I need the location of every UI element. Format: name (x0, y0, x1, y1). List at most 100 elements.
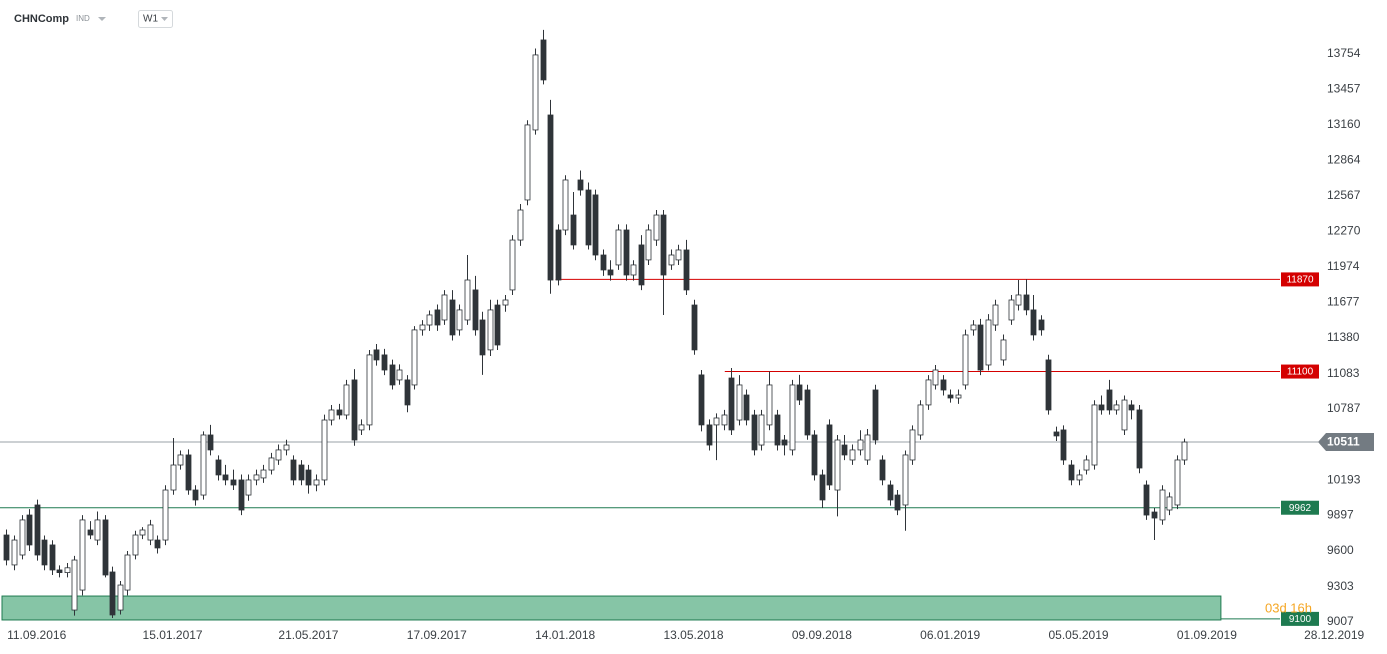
candle-body (109, 571, 116, 616)
candle-body (909, 429, 916, 461)
candle-body (902, 454, 909, 506)
candle-body (940, 379, 947, 391)
candle-body (154, 539, 161, 549)
timeframe-caret (161, 17, 168, 21)
candle-body (305, 469, 312, 486)
y-tick-label: 9007 (1327, 614, 1354, 628)
candle-body (26, 514, 33, 546)
timeframe-select[interactable] (138, 10, 173, 28)
candle-body (524, 124, 531, 201)
candle-body (917, 404, 924, 436)
candle-body (366, 354, 373, 426)
candle-body (540, 39, 547, 81)
level-tag-label: 9962 (1289, 503, 1312, 514)
candle-body (1091, 404, 1098, 466)
candle-body (1008, 299, 1015, 321)
symbol: CHNComp (14, 13, 69, 25)
candle-body (736, 384, 743, 421)
candle-body (955, 394, 962, 399)
candle-body (298, 464, 305, 481)
market-caret[interactable] (98, 17, 106, 21)
y-tick-label: 13160 (1327, 117, 1361, 131)
candle-body (577, 179, 584, 191)
candle-body (502, 299, 509, 306)
candle-body (260, 469, 267, 479)
candle-body (555, 229, 562, 281)
candle-body (887, 484, 894, 501)
y-tick-label: 12567 (1327, 188, 1361, 202)
x-tick-label: 14.01.2018 (535, 628, 595, 642)
candle-body (56, 569, 63, 573)
candle-body (162, 489, 169, 541)
x-tick-label: 11.09.2016 (7, 628, 66, 642)
level-tag-label: 11100 (1287, 367, 1314, 378)
candle-body (404, 379, 411, 406)
candle-body (1038, 319, 1045, 331)
level-tag (1281, 272, 1319, 287)
y-tick-label: 12270 (1327, 224, 1361, 238)
zone (1, 595, 1222, 621)
candle-body (1166, 496, 1173, 511)
candle-body (517, 209, 524, 241)
candle-body (668, 254, 675, 266)
candle-body (321, 419, 328, 481)
current-price-tag (1318, 433, 1374, 452)
candle-body (449, 299, 456, 336)
candle-body (419, 324, 426, 331)
candle-body (600, 254, 607, 271)
market: IND (76, 14, 90, 23)
candle-body (200, 434, 207, 496)
candle-body (1151, 511, 1158, 519)
candle-body (192, 489, 199, 501)
candle-body (638, 244, 645, 286)
y-tick-label: 9600 (1327, 543, 1354, 557)
candle-body (819, 474, 826, 501)
candle-body (177, 454, 184, 466)
candle-body (562, 179, 569, 231)
candle-body (721, 414, 728, 426)
candle-body (389, 364, 396, 386)
candle-body (283, 444, 290, 451)
candle-body (411, 329, 418, 386)
y-tick-label: 12864 (1327, 153, 1361, 167)
candle-body (630, 264, 637, 276)
candle-body (94, 519, 101, 541)
candle-body (743, 394, 750, 421)
x-tick-label: 21.05.2017 (278, 628, 338, 642)
candle-body (117, 584, 124, 611)
candle-body (894, 494, 901, 511)
candle-body (1121, 399, 1128, 431)
candle-body (207, 434, 214, 451)
candle-body (290, 459, 297, 481)
candle-body (1113, 404, 1120, 411)
candle-body (970, 324, 977, 331)
candle-body (811, 434, 818, 476)
candle-body (1159, 489, 1166, 521)
y-tick-label: 9897 (1327, 508, 1354, 522)
candle-body (1030, 309, 1037, 336)
y-tick-label: 10193 (1327, 472, 1361, 486)
zone-tag-label: 9100 (1289, 614, 1312, 625)
candle-body (253, 474, 260, 481)
candle-body (49, 544, 56, 571)
candle-body (381, 354, 388, 371)
candle-body (532, 54, 539, 131)
candle-body (796, 384, 803, 401)
candle-body (585, 189, 592, 246)
candle-body (925, 379, 932, 406)
candle-body (992, 304, 999, 326)
y-tick-label: 11677 (1327, 295, 1360, 309)
candle-body (87, 529, 94, 536)
candle-body (1098, 404, 1105, 411)
candle-body (434, 309, 441, 326)
candle-body (1143, 484, 1150, 516)
candle-body (872, 389, 879, 441)
y-tick-label: 10787 (1327, 401, 1361, 415)
candle-body (653, 214, 660, 241)
candle-body (102, 519, 109, 576)
candle-body (675, 249, 682, 261)
y-tick-label: 11974 (1327, 259, 1360, 273)
candle-body (139, 529, 146, 536)
candle-body (789, 384, 796, 451)
